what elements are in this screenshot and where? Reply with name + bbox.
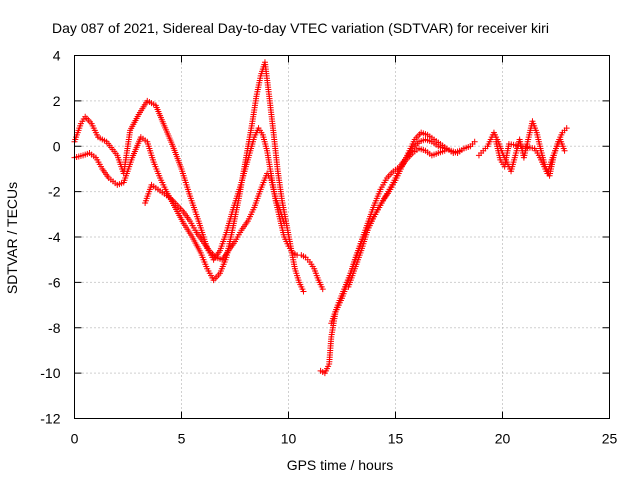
grid-lines: [74, 55, 610, 419]
data-point: [300, 288, 307, 295]
x-tick-label: 25: [602, 431, 618, 447]
y-tick-label: 4: [53, 48, 61, 64]
x-tick-label: 15: [388, 431, 404, 447]
data-point: [563, 125, 570, 132]
y-tick-label: -4: [48, 229, 61, 245]
y-tick-label: -6: [48, 274, 61, 290]
y-tick-label: 0: [53, 138, 61, 154]
y-axis-label: SDTVAR / TECUs: [4, 182, 20, 294]
y-tick-label: 2: [53, 93, 61, 109]
y-tick-label: -10: [40, 365, 60, 381]
data-point: [281, 220, 288, 227]
x-tick-label: 5: [178, 431, 186, 447]
y-tick-label: -12: [40, 411, 60, 427]
data-point: [441, 147, 448, 154]
x-tick-label: 20: [495, 431, 511, 447]
data-point: [471, 138, 478, 145]
chart-title: Day 087 of 2021, Sidereal Day-to-day VTE…: [52, 20, 549, 36]
y-tick-label: -2: [48, 184, 61, 200]
data-point: [561, 147, 568, 154]
data-points: [71, 59, 570, 377]
x-axis-label: GPS time / hours: [287, 457, 394, 473]
x-tick-label: 0: [71, 431, 79, 447]
data-point: [456, 147, 463, 154]
x-tick-label: 10: [281, 431, 297, 447]
y-tick-label: -8: [48, 320, 61, 336]
data-point: [319, 286, 326, 293]
